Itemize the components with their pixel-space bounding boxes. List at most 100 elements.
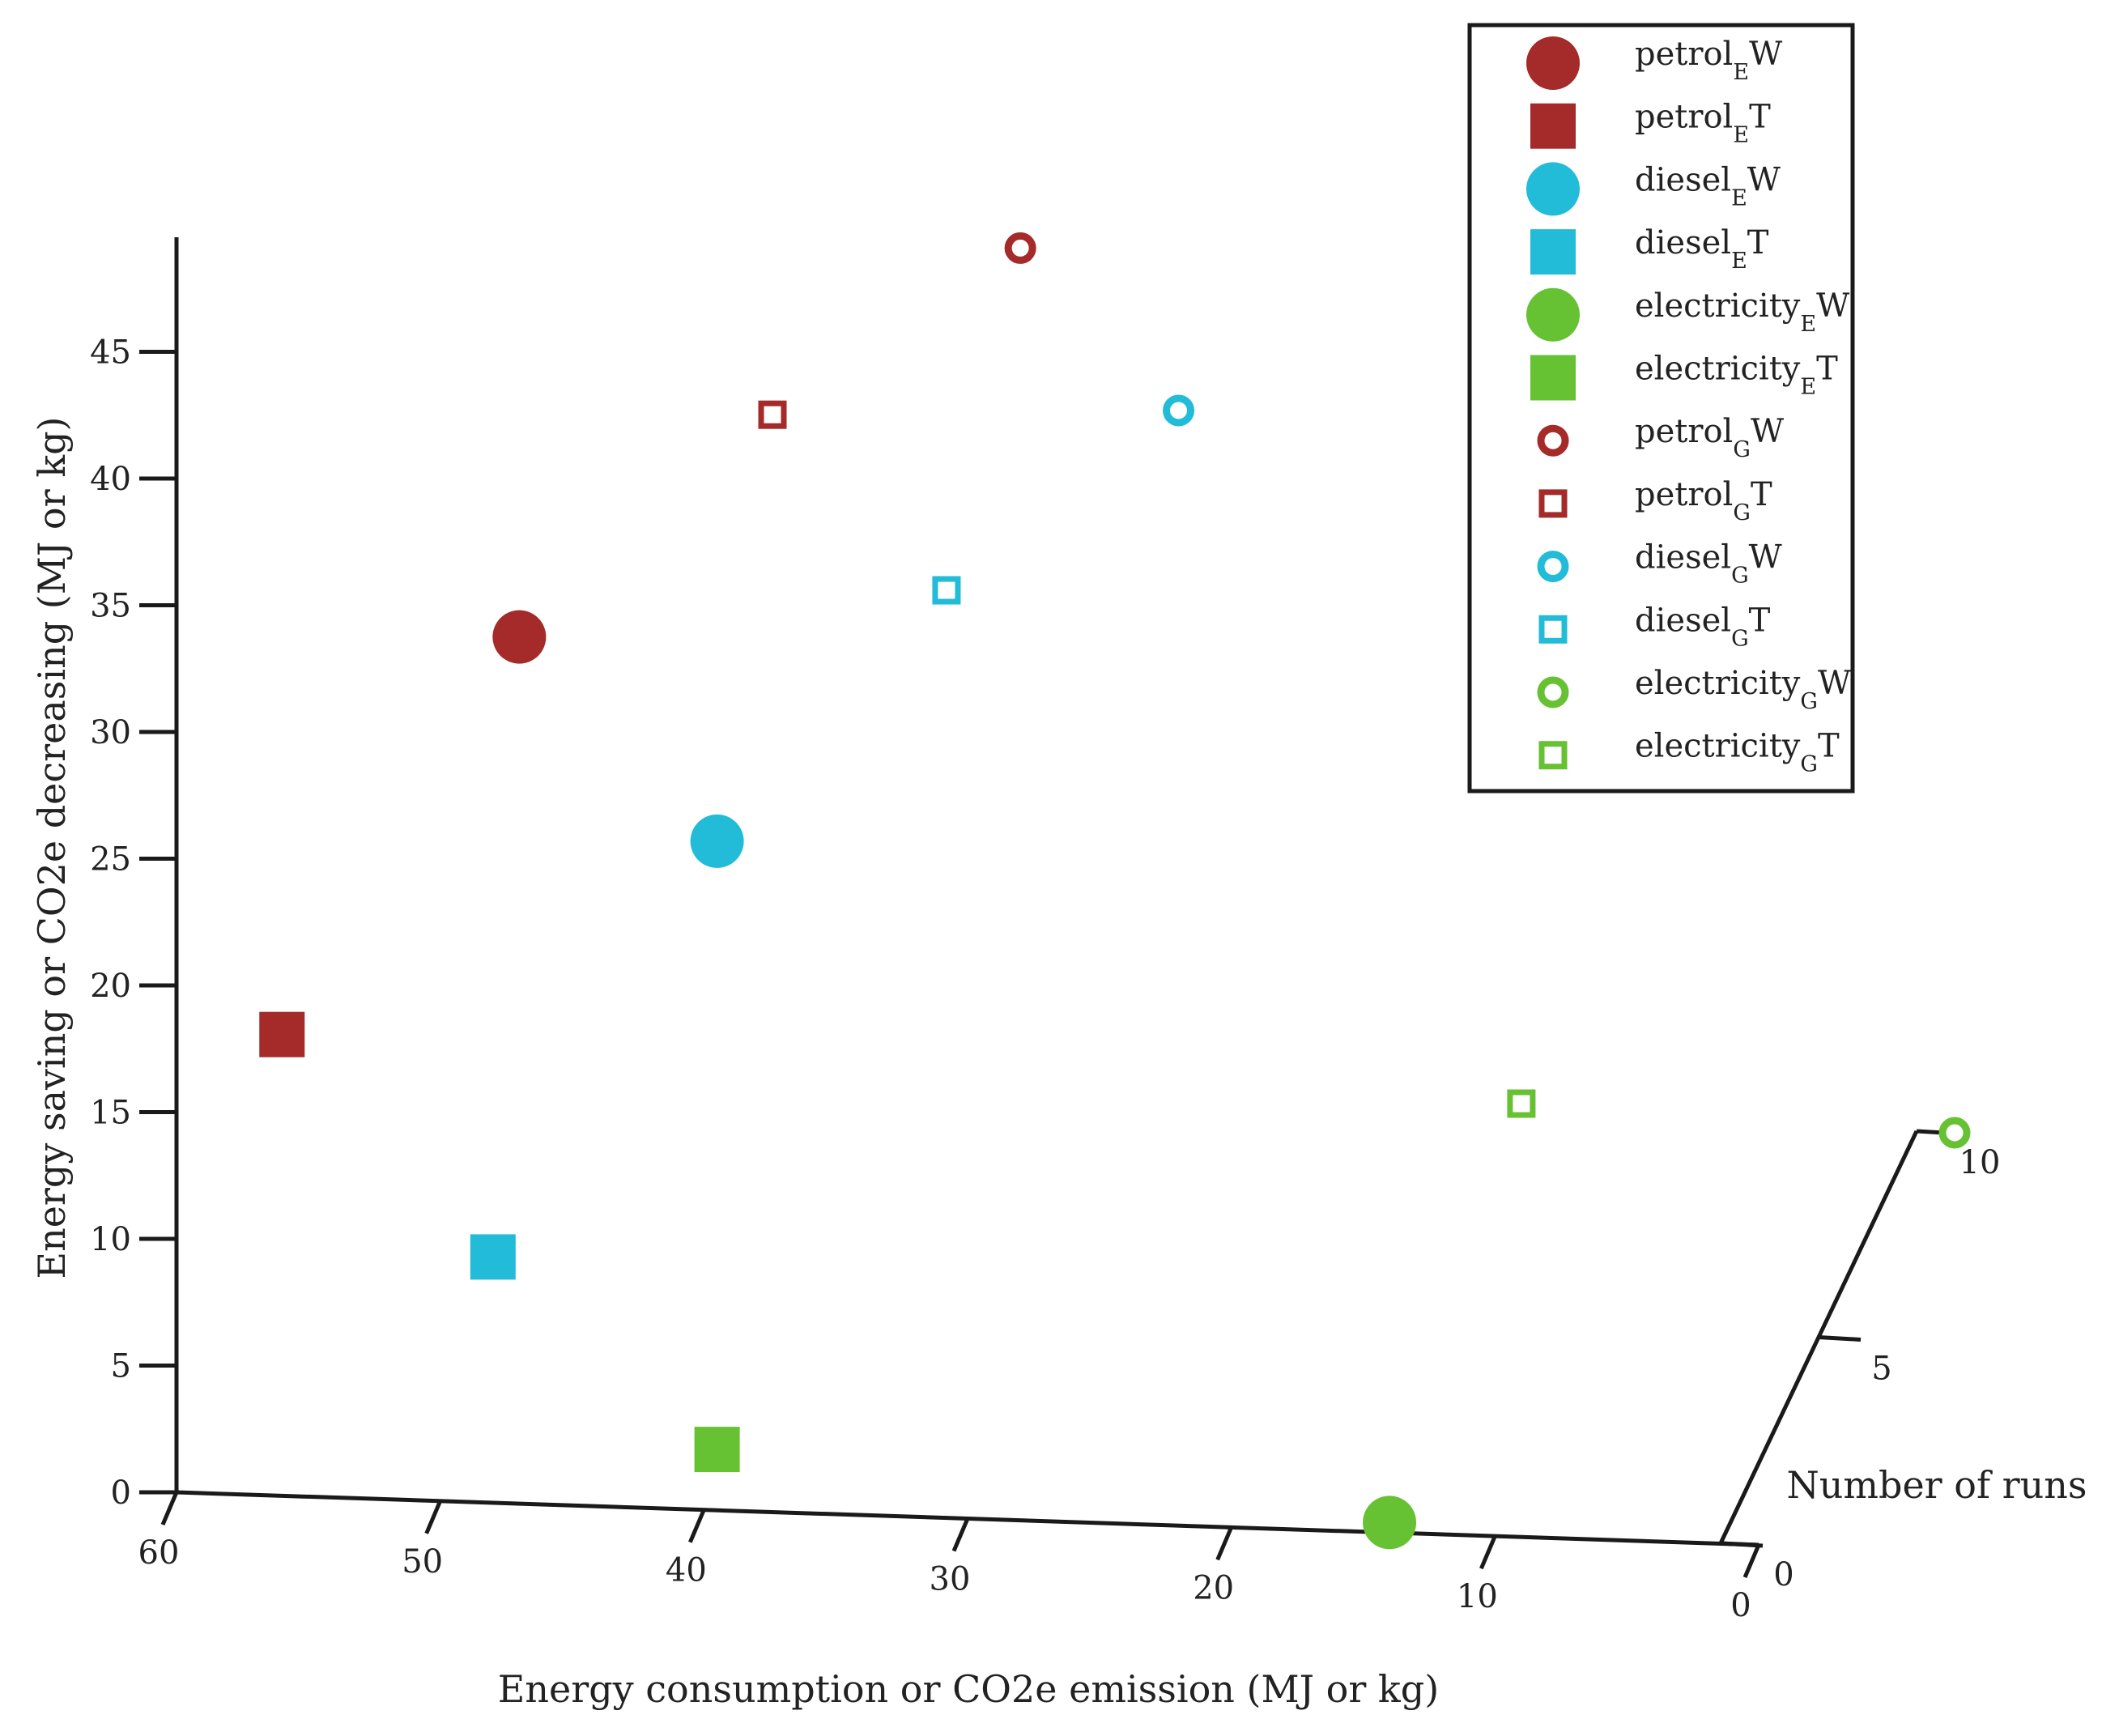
legend-label-base: petrol [1635,413,1733,450]
data-point-petrol-e-w [492,610,547,664]
z-tick-label: 0 [1773,1556,1794,1593]
legend-label: petrolET [1635,99,1771,148]
y-tick-label: 0 [111,1474,131,1512]
legend-label-subscript: G [1733,500,1751,525]
x-tick-label: 50 [402,1543,443,1581]
y-tick-label: 10 [90,1221,131,1258]
legend-label-subscript: G [1731,626,1749,651]
legend-item: petrolGW [1537,413,1784,462]
legend-item: electricityET [1530,351,1838,401]
legend-label-base: electricity [1635,728,1801,765]
legend-label-subscript: E [1800,375,1816,400]
data-point-petrol-e-t [259,1011,305,1057]
legend-label-subscript: E [1733,60,1749,85]
x-tick-label: 0 [1730,1587,1751,1624]
legend-label-subscript: E [1800,312,1816,337]
legend-label-suffix: T [1747,224,1769,262]
z-axis-ticks: 0 5 10 [1720,1129,2000,1593]
legend-label: electricityGT [1635,728,1840,777]
legend-label-base: diesel [1635,161,1731,198]
legend-marker [1530,103,1576,149]
legend-item: electricityGW [1537,665,1851,714]
y-tick-label: 25 [90,841,131,879]
legend-label-base: petrol [1635,36,1733,73]
z-tick-mark [1720,1541,1764,1548]
legend-box [1467,23,1855,794]
x-axis-title: Energy consumption or CO2e emission (MJ … [498,1667,1439,1711]
legend-marker [1530,229,1576,275]
x-tick-label: 10 [1457,1578,1498,1615]
legend-label-base: electricity [1635,665,1801,702]
x-tick-mark [424,1500,442,1534]
legend-label-subscript: G [1731,564,1749,589]
y-tick-label: 45 [90,334,131,372]
x-tick-label: 60 [138,1534,180,1572]
legend-item: electricityEW [1526,287,1849,342]
legend-marker [1538,489,1568,518]
x-tick-label: 20 [1193,1569,1234,1606]
legend-label-suffix: W [1749,36,1782,73]
legend-label: petrolGW [1635,413,1784,462]
legend-label: electricityEW [1635,287,1849,337]
legend-label-suffix: T [1751,476,1772,513]
legend-marker [1538,741,1568,770]
legend-item: dieselGW [1537,539,1782,589]
legend-item: electricityGT [1538,728,1840,777]
legend-label-subscript: G [1800,752,1818,777]
legend-marker [1537,676,1569,708]
x-tick-mark [951,1517,970,1552]
legend-label-suffix: W [1751,413,1784,450]
legend-items: petrolEWpetrolETdieselEWdieselETelectric… [1526,36,1851,777]
y-tick-label: 5 [111,1348,131,1385]
legend-label-suffix: W [1747,161,1781,198]
data-point-electricity-g-t [1507,1089,1536,1118]
x-tick-label: 40 [666,1552,707,1589]
legend-label-base: diesel [1635,224,1731,262]
legend-item: dieselEW [1526,161,1781,216]
legend-label-suffix: T [1818,728,1840,765]
data-point-diesel-e-w [690,814,744,868]
y-tick-label: 30 [90,714,131,751]
legend-label-suffix: T [1816,351,1838,388]
legend-label: dieselEW [1635,161,1781,211]
legend-marker [1526,36,1580,90]
legend-label-suffix: T [1749,602,1771,639]
legend-marker [1537,424,1569,457]
legend-label-suffix: W [1818,665,1851,702]
legend-label-base: electricity [1635,351,1801,388]
data-point-diesel-g-t [932,576,961,605]
legend-label-subscript: G [1800,689,1818,714]
legend-item: petrolEW [1526,36,1782,90]
y-tick-label: 15 [90,1095,131,1132]
legend-label-base: diesel [1635,602,1731,639]
legend-label-suffix: W [1816,287,1849,325]
legend-label-suffix: T [1749,99,1771,136]
legend-label-base: petrol [1635,476,1733,513]
legend-label-base: diesel [1635,539,1731,577]
legend-item: dieselGT [1538,602,1771,651]
x-tick-mark [1215,1526,1233,1561]
legend: petrolEWpetrolETdieselEWdieselETelectric… [1467,23,1855,794]
y-tick-label: 20 [90,968,131,1005]
data-point-petrol-g-t [758,400,787,429]
legend-item: petrolET [1530,99,1771,149]
data-point-diesel-g-w [1163,394,1195,427]
legend-label-base: petrol [1635,99,1733,136]
z-tick-mark [1818,1335,1862,1342]
legend-marker [1538,615,1568,644]
legend-label-subscript: G [1733,437,1751,462]
legend-marker [1537,551,1569,583]
y-tick-label: 35 [90,588,131,625]
data-point-electricity-e-w [1363,1496,1417,1550]
legend-item: dieselET [1530,224,1769,275]
x-tick-mark [1742,1544,1761,1578]
legend-label-subscript: E [1731,185,1747,211]
z-axis-title: Number of runs [1787,1463,2087,1507]
data-markers [259,232,1971,1550]
x-tick-mark [688,1508,706,1543]
legend-label: electricityET [1635,351,1838,400]
x-tick-mark [1479,1535,1497,1570]
y-tick-label: 40 [90,461,131,498]
y-axis-ticks: 0 5 10 15 20 25 30 35 40 45 [90,334,177,1512]
